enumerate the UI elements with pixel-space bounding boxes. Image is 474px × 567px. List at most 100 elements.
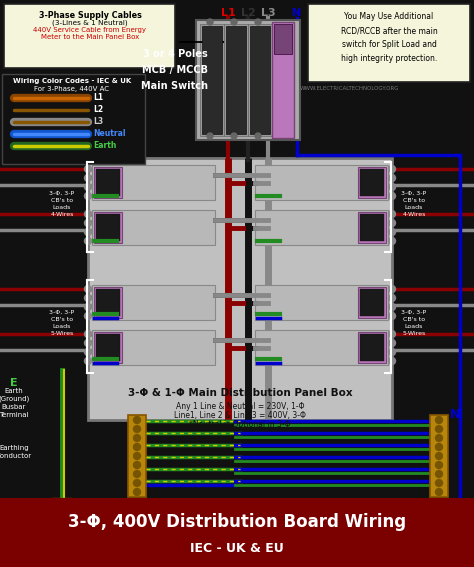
Circle shape [84,184,91,191]
Text: Earthing
Conductor: Earthing Conductor [0,445,32,459]
Circle shape [389,219,395,226]
Bar [272,22,294,138]
Circle shape [84,358,91,365]
Bar [255,210,388,245]
Circle shape [255,19,261,25]
Bar [96,334,120,361]
Text: L2: L2 [241,8,255,18]
Circle shape [134,462,140,468]
Bar [250,26,270,134]
Text: N: N [292,8,301,18]
Circle shape [84,219,91,226]
Bar [96,169,120,196]
Bar [196,20,300,140]
Circle shape [231,133,237,139]
Text: 3-Φ, 3-P
CB's to
Loads
5-Wires: 3-Φ, 3-P CB's to Loads 5-Wires [49,310,74,336]
Circle shape [134,471,140,477]
Circle shape [84,193,91,200]
Bar [96,214,120,241]
Circle shape [84,349,91,356]
Bar [94,167,122,198]
Text: Busbar: Busbar [2,404,26,410]
Text: Neutral: Neutral [93,129,126,138]
Circle shape [84,175,91,181]
Bar [92,285,215,320]
Bar [248,24,272,136]
Bar [88,158,392,420]
Circle shape [389,294,395,302]
Text: high integrity protection.: high integrity protection. [341,54,437,63]
Text: Any 1 Line & Neutral = 230V, 1-Φ: Any 1 Line & Neutral = 230V, 1-Φ [176,402,304,411]
Text: 3-Φ, 400V Distribution Board Wiring: 3-Φ, 400V Distribution Board Wiring [68,513,406,531]
Bar [430,415,448,497]
Circle shape [84,294,91,302]
Text: IEC - UK & EU: IEC - UK & EU [190,541,284,555]
Bar [358,332,386,363]
Text: Earth: Earth [5,388,23,394]
Text: 3-Φ & 1-Φ Main Distribution Panel Box: 3-Φ & 1-Φ Main Distribution Panel Box [128,388,352,398]
Text: 3-Φ, 3-P
CB's to
Loads
5-Wires: 3-Φ, 3-P CB's to Loads 5-Wires [401,310,427,336]
Bar [52,498,72,506]
Bar [255,285,388,320]
Circle shape [389,349,395,356]
Text: L1: L1 [220,8,236,18]
Circle shape [389,340,395,346]
Circle shape [389,184,395,191]
Circle shape [389,229,395,235]
Bar [360,289,384,316]
Circle shape [134,452,140,459]
Circle shape [389,286,395,293]
Circle shape [134,417,140,424]
Text: L1: L1 [93,94,103,103]
Text: Wiring Color Codes - IEC & UK: Wiring Color Codes - IEC & UK [13,78,131,84]
Text: L3: L3 [261,8,275,18]
Circle shape [436,417,443,424]
Circle shape [436,489,443,496]
Text: 3-Phase Supply Cables: 3-Phase Supply Cables [38,11,141,20]
Circle shape [389,193,395,200]
Text: L2: L2 [93,105,103,115]
Bar [128,415,146,497]
Bar [0,498,474,567]
Bar [274,24,292,54]
Text: N: N [450,408,460,421]
Bar [308,4,470,82]
Circle shape [84,238,91,244]
Bar [94,332,122,363]
Circle shape [389,358,395,365]
Text: switch for Split Load and: switch for Split Load and [342,40,437,49]
Bar [96,289,120,316]
Circle shape [134,480,140,486]
Text: Ground
ROD: Ground ROD [59,510,85,524]
Bar [358,287,386,318]
Bar [92,165,215,200]
Circle shape [389,312,395,319]
Text: Meter to the Main Panel Box: Meter to the Main Panel Box [41,34,139,40]
Bar [255,165,388,200]
Circle shape [84,331,91,337]
Text: You May Use Additional: You May Use Additional [345,12,434,21]
Circle shape [134,443,140,451]
Circle shape [436,425,443,433]
Circle shape [84,210,91,218]
Circle shape [134,434,140,442]
Circle shape [84,340,91,346]
Circle shape [134,489,140,496]
Text: RCD/RCCB after the main: RCD/RCCB after the main [341,26,438,35]
Bar [360,214,384,241]
Circle shape [436,471,443,477]
Bar [358,167,386,198]
Bar [360,334,384,361]
Circle shape [255,133,261,139]
Bar [94,212,122,243]
Circle shape [436,443,443,451]
Text: Neutral
Busbar: Neutral Busbar [439,500,471,522]
Circle shape [84,166,91,172]
Bar [226,26,246,134]
Text: E: E [10,378,18,388]
Circle shape [84,286,91,293]
Bar [92,330,215,365]
Circle shape [389,331,395,337]
Text: 3-Φ, 3-P
CB's to
Loads
4-Wires: 3-Φ, 3-P CB's to Loads 4-Wires [49,191,74,217]
Circle shape [389,175,395,181]
